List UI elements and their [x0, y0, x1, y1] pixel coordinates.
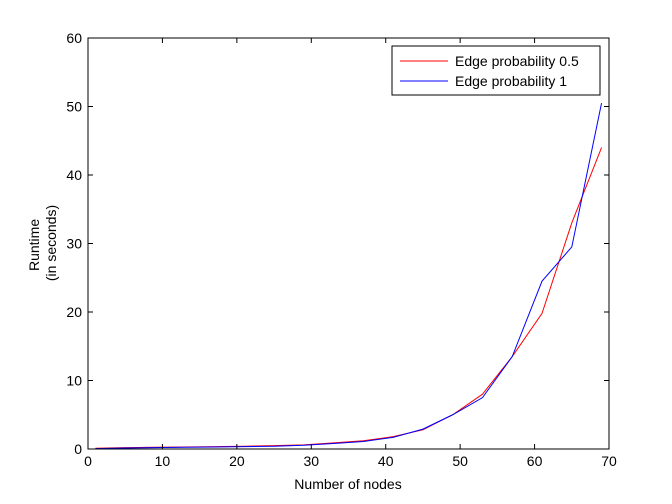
legend: Edge probability 0.5 Edge probability 1 [391, 45, 601, 96]
ticks-layer: 0 10 20 30 40 50 60 70 0 10 20 30 40 50 60 [66, 30, 617, 469]
x-tick-label: 50 [452, 453, 468, 469]
x-tick-label: 40 [378, 453, 394, 469]
x-tick-label: 0 [84, 453, 92, 469]
legend-label-series-1: Edge probability 0.5 [455, 53, 579, 69]
y-tick-label: 30 [66, 236, 82, 252]
y-tick-label: 40 [66, 167, 82, 183]
y-axis-label: Runtime (in seconds) [26, 205, 59, 281]
y-axis-label-line-2: (in seconds) [43, 205, 59, 281]
y-tick-label: 20 [66, 304, 82, 320]
y-tick-label: 10 [66, 373, 82, 389]
legend-label-series-2: Edge probability 1 [455, 73, 567, 89]
x-tick-label: 70 [601, 453, 617, 469]
y-tick-label: 50 [66, 99, 82, 115]
y-tick-label: 60 [66, 30, 82, 46]
series-line-2 [95, 102, 603, 450]
x-axis-label: Number of nodes [294, 476, 401, 492]
x-tick-label: 20 [229, 453, 245, 469]
series-layer [95, 102, 603, 450]
plot-area [88, 38, 609, 449]
y-tick-label: 0 [74, 441, 82, 457]
legend-box [391, 45, 601, 96]
x-tick-label: 60 [527, 453, 543, 469]
x-tick-label: 10 [155, 453, 171, 469]
x-tick-label: 30 [303, 453, 319, 469]
y-axis-label-line-1: Runtime [26, 219, 42, 271]
